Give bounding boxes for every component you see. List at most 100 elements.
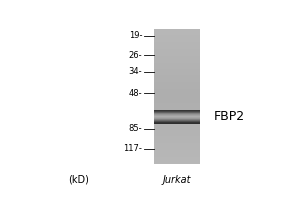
Bar (154, 146, 200, 147)
Bar (154, 116, 200, 117)
Bar (154, 103, 200, 104)
Bar (154, 118, 200, 119)
Bar (154, 39, 200, 40)
Bar (154, 48, 200, 49)
Bar (154, 77, 200, 78)
Bar (154, 29, 200, 30)
Bar (154, 69, 200, 70)
Bar (154, 68, 200, 69)
Bar (154, 110, 200, 111)
Bar (154, 135, 200, 136)
Bar (154, 159, 200, 160)
Bar (154, 74, 200, 75)
Bar (154, 157, 200, 158)
Bar (154, 62, 200, 63)
Bar (154, 155, 200, 156)
Bar (154, 84, 200, 85)
Bar (154, 59, 200, 60)
Bar (154, 46, 200, 47)
Bar (154, 56, 200, 57)
Bar (154, 38, 200, 39)
Bar (154, 127, 200, 128)
Text: 85-: 85- (128, 124, 142, 133)
Text: 26-: 26- (128, 51, 142, 60)
Bar (154, 145, 200, 146)
Bar (154, 34, 200, 35)
Bar (154, 35, 200, 36)
Bar (154, 45, 200, 46)
Bar (154, 147, 200, 148)
Bar (154, 116, 200, 117)
Bar (154, 107, 200, 108)
Text: FBP2: FBP2 (214, 110, 245, 123)
Bar (154, 111, 200, 112)
Bar (154, 65, 200, 66)
Bar (154, 55, 200, 56)
Bar (154, 149, 200, 150)
Bar (154, 130, 200, 131)
Text: 117-: 117- (123, 144, 142, 153)
Bar (154, 85, 200, 86)
Bar (154, 138, 200, 139)
Bar (154, 43, 200, 44)
Bar (154, 75, 200, 76)
Bar (154, 120, 200, 121)
Bar (154, 122, 200, 123)
Bar (154, 80, 200, 81)
Bar (154, 151, 200, 152)
Bar (154, 102, 200, 103)
Bar (154, 113, 200, 114)
Bar (154, 133, 200, 134)
Bar (154, 86, 200, 87)
Bar (154, 36, 200, 37)
Bar (154, 99, 200, 100)
Bar (154, 67, 200, 68)
Bar (154, 83, 200, 84)
Bar (154, 33, 200, 34)
Bar (154, 41, 200, 42)
Bar (154, 81, 200, 82)
Bar (154, 111, 200, 112)
Bar (154, 112, 200, 113)
Bar (154, 53, 200, 54)
Bar (154, 109, 200, 110)
Bar (154, 51, 200, 52)
Bar (154, 76, 200, 77)
Bar (154, 134, 200, 135)
Bar (154, 66, 200, 67)
Bar (154, 105, 200, 106)
Bar (154, 70, 200, 71)
Bar (154, 124, 200, 125)
Bar (154, 121, 200, 122)
Bar (154, 79, 200, 80)
Bar (154, 82, 200, 83)
Bar (154, 106, 200, 107)
Bar (154, 58, 200, 59)
Bar (154, 50, 200, 51)
Bar (154, 63, 200, 64)
Bar (154, 32, 200, 33)
Bar (154, 92, 200, 93)
Bar (154, 144, 200, 145)
Bar (154, 119, 200, 120)
Text: 48-: 48- (128, 89, 142, 98)
Bar (154, 128, 200, 129)
Bar (154, 96, 200, 97)
Bar (154, 143, 200, 144)
Bar (154, 153, 200, 154)
Bar (154, 30, 200, 31)
Bar (154, 113, 200, 114)
Bar (154, 52, 200, 53)
Bar (154, 156, 200, 157)
Bar (154, 93, 200, 94)
Bar (154, 152, 200, 153)
Bar (154, 117, 200, 118)
Bar (154, 126, 200, 127)
Bar (154, 60, 200, 61)
Bar (154, 44, 200, 45)
Bar (154, 161, 200, 162)
Bar (154, 95, 200, 96)
Bar (154, 64, 200, 65)
Bar (154, 112, 200, 113)
Bar (154, 163, 200, 164)
